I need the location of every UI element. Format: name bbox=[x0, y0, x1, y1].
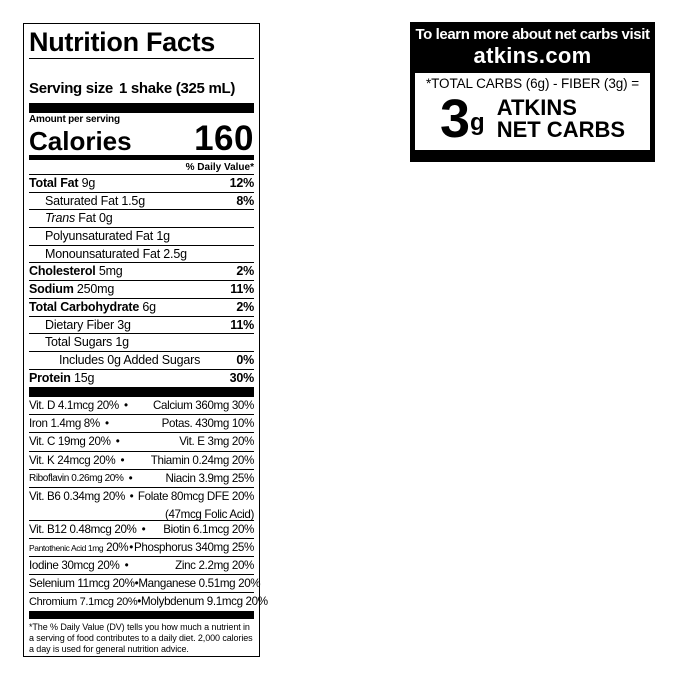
nutrient-row: Total Carbohydrate 6g 2% bbox=[29, 299, 254, 317]
net-carbs-box: *TOTAL CARBS (6g) - FIBER (3g) = 3 g ATK… bbox=[415, 73, 650, 150]
nutrient-row: Monounsaturated Fat 2.5g bbox=[29, 246, 254, 264]
divider bbox=[29, 387, 254, 398]
nutrient-row: Dietary Fiber 3g 11% bbox=[29, 317, 254, 335]
nutrient-row: Cholesterol 5mg 2% bbox=[29, 263, 254, 282]
label-title: Nutrition Facts bbox=[29, 26, 254, 59]
nutrient-row: Total Fat 9g 12% bbox=[29, 175, 254, 193]
vitamin-row: Pantothenic Acid 1mg 20% • Phosphorus 340m… bbox=[29, 539, 254, 557]
net-carbs-panel: To learn more about net carbs visit atki… bbox=[410, 22, 655, 162]
vitamin-row: Riboflavin 0.26mg 20% • Niacin 3.9mg 25% bbox=[29, 470, 254, 488]
serving-size-label: Serving size bbox=[29, 80, 113, 97]
nutrient-row: Protein 15g 30% bbox=[29, 370, 254, 385]
nutrient-row: Total Sugars 1g bbox=[29, 334, 254, 352]
nutrient-row: Polyunsaturated Fat 1g bbox=[29, 228, 254, 246]
divider bbox=[29, 155, 254, 160]
vitamin-row: Vit. D 4.1mcg 20% • Calcium 360mg 30% bbox=[29, 397, 254, 416]
vitamin-row: Vit. K 24mcg 20% • Thiamin 0.24mg 20% bbox=[29, 452, 254, 470]
footnote: *The % Daily Value (DV) tells you how mu… bbox=[29, 622, 253, 655]
divider bbox=[29, 103, 254, 113]
nutrition-facts-label: Nutrition Facts Serving size 1 shake (32… bbox=[23, 23, 268, 657]
vitamin-row: Vit. C 19mg 20% • Vit. E 3mg 20% bbox=[29, 433, 254, 452]
net-carbs-value: 3 bbox=[439, 89, 471, 149]
daily-value-header: % Daily Value* bbox=[29, 160, 254, 175]
vitamin-row: Iodine 30mcg 20% • Zinc 2.2mg 20% bbox=[29, 557, 254, 575]
net-carbs-label-1: ATKINS bbox=[496, 95, 577, 120]
nutrient-row: Saturated Fat 1.5g 8% bbox=[29, 193, 254, 211]
divider bbox=[29, 611, 254, 620]
calories-value: 160 bbox=[194, 119, 254, 158]
calories-row: Calories 160 bbox=[29, 119, 254, 158]
calories-label: Calories bbox=[29, 126, 132, 156]
net-carbs-label-2: NET CARBS bbox=[496, 117, 626, 142]
vitamin-row: Vit. B12 0.48mcg 20% • Biotin 6.1mcg 20% bbox=[29, 521, 254, 539]
nutrient-row: Includes 0g Added Sugars 0% bbox=[29, 352, 254, 370]
vitamin-row: Selenium 11mcg 20% • Manganese 0.51mg 20% bbox=[29, 575, 261, 594]
nutrient-row: Sodium 250mg 11% bbox=[29, 281, 254, 299]
vitamin-row: Vit. B6 0.34mg 20% • Folate 80mcg DFE 20%(… bbox=[29, 489, 254, 521]
website-link[interactable]: atkins.com bbox=[473, 43, 592, 68]
nutrient-row: Trans Fat 0g bbox=[29, 210, 254, 229]
net-carbs-unit: g bbox=[470, 109, 485, 136]
serving-size-value: 1 shake (325 mL) bbox=[118, 80, 236, 97]
net-carbs-formula: *TOTAL CARBS (6g) - FIBER (3g) = bbox=[426, 76, 639, 91]
serving-size: Serving size 1 shake (325 mL) bbox=[29, 59, 254, 103]
amount-per-serving: Amount per serving bbox=[29, 114, 120, 125]
net-carbs-intro: To learn more about net carbs visit bbox=[415, 26, 650, 43]
vitamin-row: Iron 1.4mg 8% • Potas. 430mg 10% bbox=[29, 415, 254, 434]
vitamin-row: Chromium 7.1mcg 20% • Molybdenum 9.1mcg 20… bbox=[29, 595, 268, 609]
